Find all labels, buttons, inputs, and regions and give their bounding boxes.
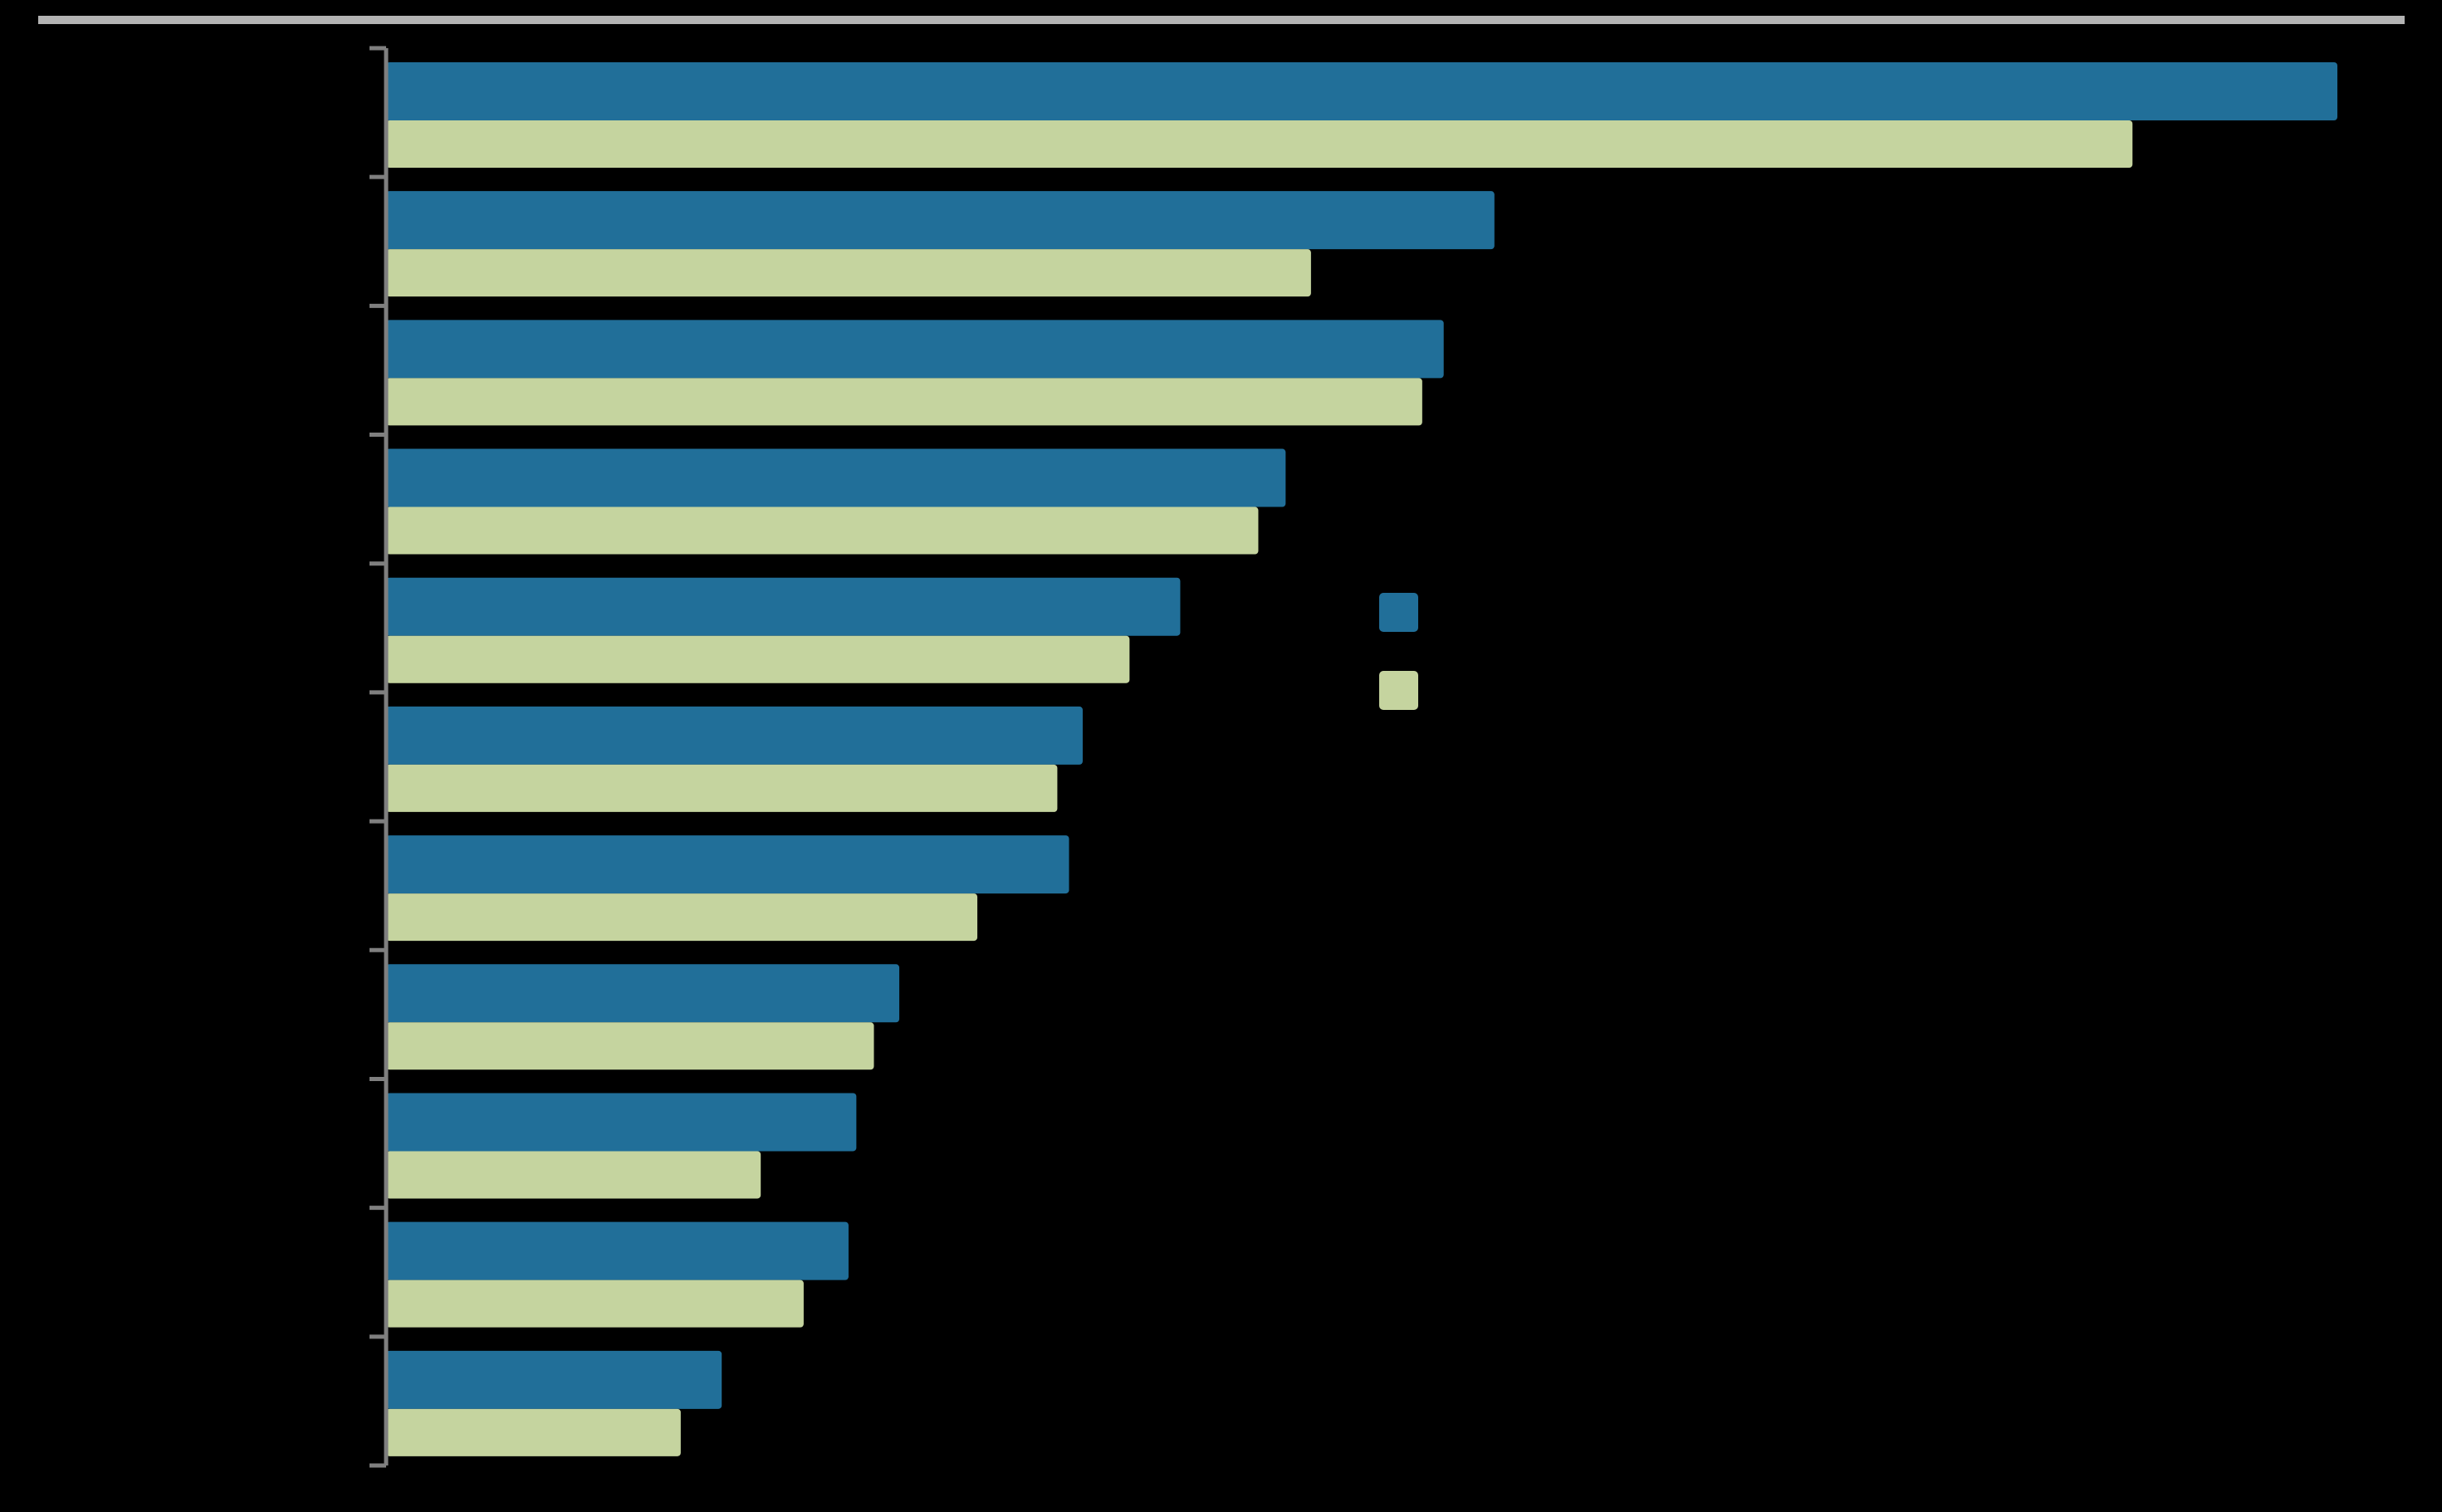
bar-series-1-row-1	[386, 62, 2337, 120]
bar-series-1-row-5	[386, 577, 1181, 636]
legend-swatch-series-2	[1379, 671, 1418, 710]
bar-series-2-row-9	[386, 1151, 761, 1199]
bar-series-2-row-2	[386, 249, 1311, 297]
bar-series-2-row-10	[386, 1280, 804, 1328]
legend-swatch-series-1	[1379, 593, 1418, 632]
bar-series-2-row-3	[386, 378, 1422, 426]
category-axis	[369, 46, 389, 1468]
bar-series-1-row-8	[386, 964, 900, 1023]
bar-series-2-row-8	[386, 1022, 874, 1070]
legend	[1379, 593, 1418, 710]
bar-series-1-row-9	[386, 1093, 857, 1152]
bar-series-1-row-11	[386, 1350, 722, 1409]
bar-series-1-row-10	[386, 1221, 849, 1280]
bar-series-2-row-5	[386, 635, 1130, 683]
bar-series-1-row-4	[386, 448, 1286, 507]
bar-series-1-row-3	[386, 320, 1444, 379]
top-rule	[38, 16, 2405, 24]
bar-series-2-row-7	[386, 893, 978, 942]
bars-layer	[386, 62, 2337, 1456]
bar-series-1-row-6	[386, 706, 1083, 765]
bar-series-2-row-11	[386, 1408, 681, 1456]
bar-series-2-row-1	[386, 120, 2133, 168]
bar-series-1-row-7	[386, 835, 1069, 894]
bar-series-1-row-2	[386, 191, 1495, 250]
bar-series-2-row-4	[386, 506, 1259, 555]
bar-series-2-row-6	[386, 764, 1058, 812]
